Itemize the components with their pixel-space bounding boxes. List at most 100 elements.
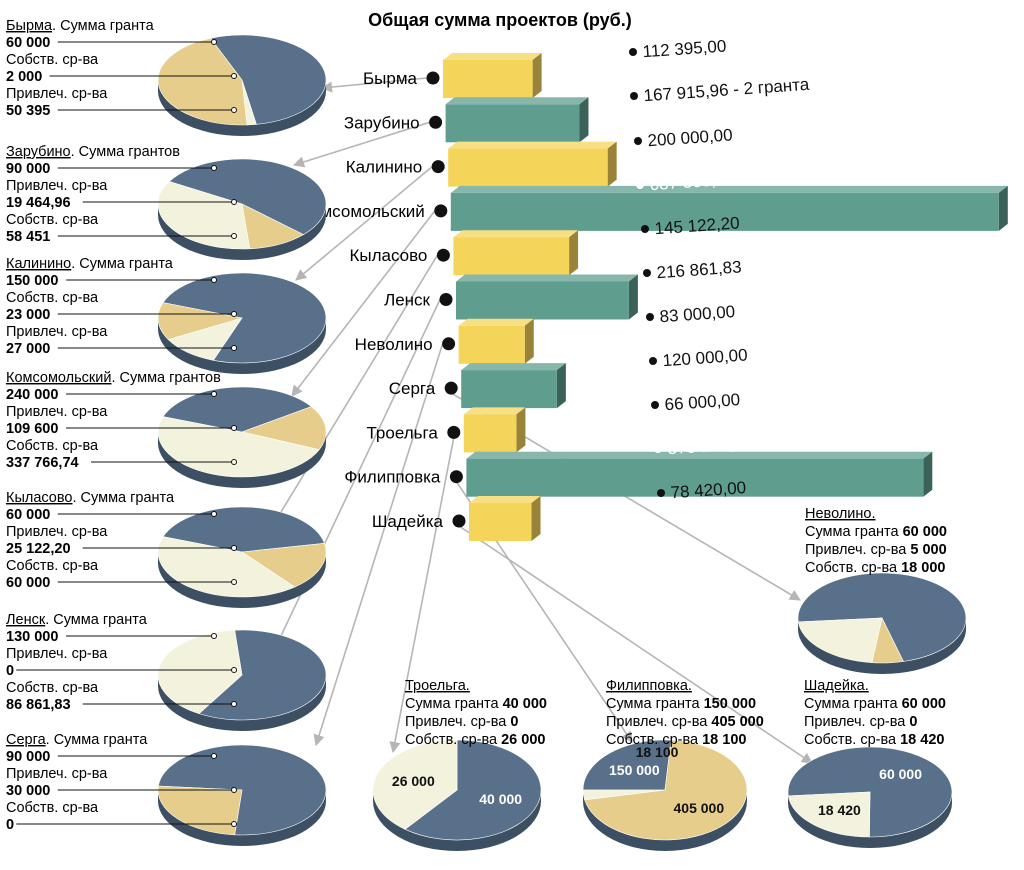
pie-legend-10: Филипповка. Сумма гранта 150 000 Привлеч. …: [606, 678, 764, 748]
chart-title: Общая сумма проектов (руб.): [368, 10, 632, 30]
pie-legend-label: Привлеч. ср-ва: [6, 86, 108, 102]
pie-slice-grant: [404, 739, 542, 841]
pie-legend-value: 19 464,96: [6, 195, 71, 211]
bar-side-face: [998, 185, 1008, 231]
bar-1: [443, 60, 533, 98]
pie-inner-label: 18 420: [818, 802, 861, 818]
pie-leader-dot: [231, 311, 237, 317]
pie-legend-value: 60 000: [6, 507, 50, 523]
pie-legend-row: Собств. ср-ва 18 420: [804, 732, 944, 748]
pie-9: 40 000 26 000: [372, 739, 542, 851]
bar-category-dot: [426, 71, 440, 85]
bar-category-label: Комсомольский: [301, 202, 425, 221]
pie-legend-8: Неволино. Сумма гранта 60 000 Привлеч. ср-…: [805, 506, 947, 576]
pie-legend-row: Собств. ср-ва 26 000: [405, 732, 545, 748]
pie-4: [157, 386, 327, 488]
pie-legend-title: Неволино.: [805, 506, 875, 522]
pie-slice-attracted: [241, 203, 305, 250]
pie-legend-label: Собств. ср-ва: [6, 800, 99, 816]
pie-legend-value: 0: [6, 817, 14, 833]
pie-6: [157, 629, 327, 731]
connector-arrow: [295, 165, 433, 281]
pie-legend-title: Ленск. Сумма гранта: [6, 612, 148, 628]
bar-category-dot: [447, 425, 461, 439]
pie-leader-dot: [211, 633, 217, 639]
pie-11: 60 000 18 420: [787, 746, 953, 848]
bar-chart: Бырма 112 395,00 Зарубино 167 915,96 - 2 гр…: [301, 36, 1008, 541]
bar-category-dot: [431, 160, 445, 174]
pie-legend-value: 0: [6, 663, 14, 679]
pie-legend-row: Сумма гранта 40 000: [405, 696, 547, 712]
bar-value-dot: [654, 445, 662, 453]
pie-slice-grant: [198, 629, 327, 721]
bar-value-label: 83 000,00: [659, 302, 736, 326]
pie-legend-row: Привлеч. ср-ва 0: [804, 714, 917, 730]
bar-value-label: 120 000,00: [662, 345, 748, 370]
bar-value-dot: [634, 137, 642, 145]
bar-2: [445, 104, 580, 143]
pie-legend-label: Собств. ср-ва: [6, 680, 99, 696]
pie-leader-dot: [231, 107, 237, 113]
bar-top-face: [443, 53, 542, 60]
bar-category-label: Калинино: [346, 158, 423, 177]
bar-6: [456, 281, 629, 320]
pie-legend-value: 240 000: [6, 387, 58, 403]
pie-leader-dot: [211, 165, 217, 171]
bar-value-dot: [641, 225, 649, 233]
pie-legend-label: Привлеч. ср-ва: [6, 524, 108, 540]
pie-8: [797, 572, 967, 674]
pie-slice-grant: [162, 506, 325, 553]
bar-value-label: 66 000,00: [664, 390, 741, 414]
pie-inner-label: 150 000: [609, 762, 660, 778]
bar-side-face: [579, 97, 589, 143]
pie-inner-label: 26 000: [392, 773, 435, 789]
pie-inner-label: 60 000: [879, 766, 922, 782]
bar-4: [450, 192, 999, 231]
bar-category-label: Зарубино: [344, 113, 420, 132]
bar-top-face: [456, 274, 638, 282]
bar-category-label: Шадейка: [372, 512, 444, 531]
pie-slice-own: [582, 789, 666, 801]
pie-leader-dot: [211, 391, 217, 397]
pie-legend-label: Привлеч. ср-ва: [6, 178, 108, 194]
pie-legend-value: 58 451: [6, 229, 50, 245]
bar-value-dot: [629, 48, 637, 56]
pie-1: [157, 34, 327, 136]
bar-category-label: Филипповка: [344, 468, 441, 487]
pie-legend-title: Бырма. Сумма гранта: [6, 18, 155, 34]
bar-category-dot: [452, 514, 466, 528]
pie-slice-grant: [168, 158, 327, 236]
pie-legend-title: Калинино. Сумма гранта: [6, 256, 174, 272]
bar-category-dot: [436, 248, 450, 262]
pie-legend-value: 60 000: [6, 35, 50, 51]
bar-side-face: [607, 141, 617, 187]
pie-legend-row: Привлеч. ср-ва 0: [405, 714, 518, 730]
pie-legend-value: 150 000: [6, 273, 58, 289]
connector-arrow: [269, 254, 439, 531]
pie-legend-row: Привлеч. ср-ва 5 000: [805, 542, 947, 558]
connector-arrows: [269, 77, 813, 764]
bar-top-face: [463, 407, 526, 415]
pie-charts: 40 000 26 000 150 000 405 000 18 100 60 000 18…: [6, 18, 967, 851]
bar-side-face: [628, 274, 638, 320]
pie-legend-value: 50 395: [6, 103, 50, 119]
bar-side-face: [524, 318, 534, 364]
bar-10: [466, 458, 924, 497]
pie-legend-value: 2 000: [6, 69, 42, 85]
connector-arrow: [292, 121, 430, 168]
pie-leader-dot: [231, 579, 237, 585]
pie-legend-label: Привлеч. ср-ва: [6, 324, 108, 340]
pie-slice-own: [797, 617, 883, 663]
pie-legend-row: Сумма гранта 60 000: [805, 524, 947, 540]
pie-slice-grant: [210, 34, 327, 125]
pie-legend-label: Собств. ср-ва: [6, 212, 99, 228]
bar-8: [461, 370, 557, 409]
bar-5: [453, 237, 570, 276]
bar-category-label: Кыласово: [349, 246, 427, 265]
bar-category-label: Ленск: [384, 291, 430, 310]
